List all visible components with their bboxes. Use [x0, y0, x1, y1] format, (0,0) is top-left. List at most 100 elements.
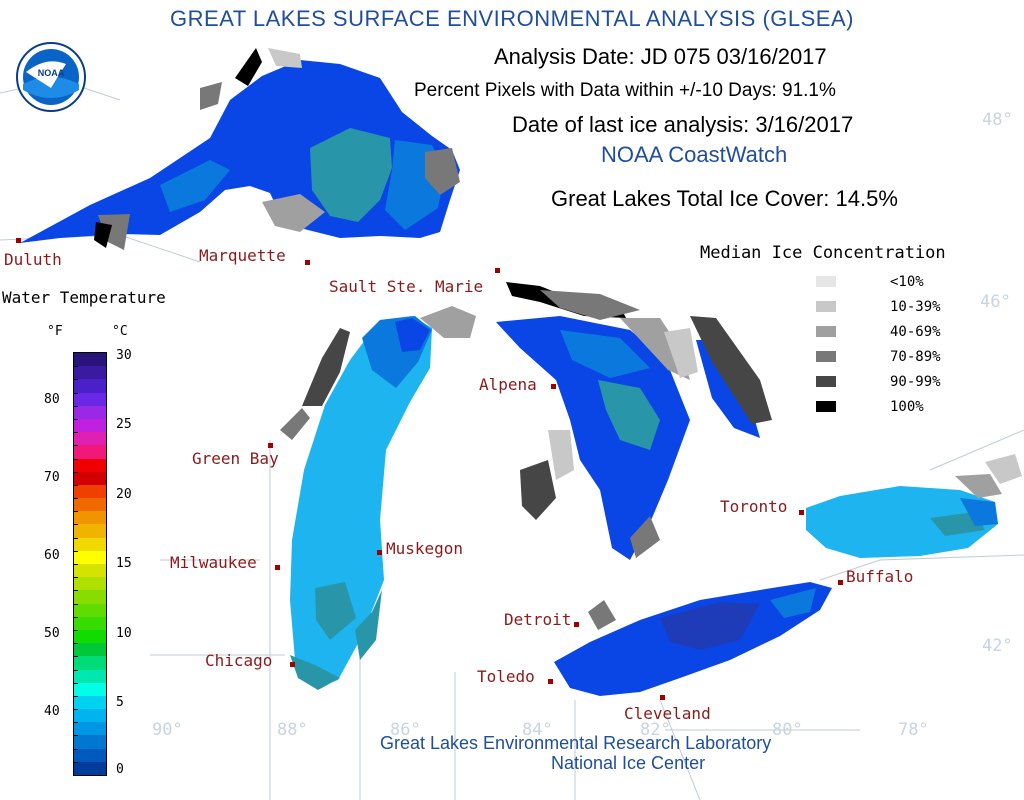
lake-superior	[20, 48, 460, 250]
colorbar-swatch	[74, 669, 106, 684]
colorbar-swatch	[74, 498, 106, 512]
f-tick: 70	[44, 470, 60, 485]
c-tick: 5	[116, 695, 124, 710]
city-label-buffalo: Buffalo	[846, 567, 914, 586]
ice-legend-swatch	[816, 351, 836, 362]
footer-nic: National Ice Center	[551, 753, 706, 773]
colorbar-tick	[74, 445, 78, 447]
colorbar-swatch	[74, 366, 106, 380]
colorbar-swatch	[74, 603, 106, 618]
city-label-chicago: Chicago	[205, 651, 273, 670]
percent-pixels: Percent Pixels with Data within +/-10 Da…	[414, 80, 836, 101]
city-label-milwaukee: Milwaukee	[170, 553, 257, 572]
lake-huron	[496, 282, 772, 560]
lon-label: 84°	[522, 720, 553, 740]
city-markers	[16, 238, 843, 700]
ice-legend-label: 70-89%	[890, 349, 941, 365]
colorbar-tick	[74, 484, 78, 486]
footer-glerl: Great Lakes Environmental Research Labor…	[380, 733, 772, 753]
colorbar-tick	[74, 629, 78, 631]
lat-label: 48°	[982, 110, 1013, 130]
colorbar-tick	[74, 511, 78, 513]
colorbar-swatch	[74, 656, 106, 670]
lake-michigan	[280, 306, 476, 690]
colorbar-tick	[74, 709, 78, 711]
ice-legend-title: Median Ice Concentration	[700, 243, 946, 263]
c-tick: 30	[116, 348, 132, 363]
ice-legend-swatch	[816, 401, 836, 412]
lon-label: 78°	[898, 720, 929, 740]
colorbar-swatch	[74, 511, 106, 525]
page-title: GREAT LAKES SURFACE ENVIRONMENTAL ANALYS…	[170, 6, 854, 31]
city-label-alpena: Alpena	[479, 375, 537, 394]
colorbar-tick	[74, 735, 78, 737]
colorbar-tick	[74, 643, 78, 645]
colorbar-tick	[74, 432, 78, 434]
colorbar-swatch	[74, 590, 106, 605]
colorbar-swatch	[74, 761, 106, 775]
colorbar-swatch	[74, 682, 106, 697]
f-tick: 40	[44, 704, 60, 719]
colorbar-swatch	[74, 643, 106, 657]
city-label-toronto: Toronto	[720, 497, 788, 516]
colorbar-swatch	[74, 577, 106, 591]
lon-label: 82°	[640, 720, 671, 740]
colorbar-tick	[74, 366, 78, 368]
colorbar-swatch	[74, 550, 106, 565]
ice-legend-label: 100%	[890, 399, 924, 415]
colorbar-tick	[74, 669, 78, 671]
colorbar-swatch	[74, 524, 106, 539]
ice-legend-swatch	[816, 276, 836, 287]
colorbar-swatch	[74, 695, 106, 710]
city-label-green-bay: Green Bay	[192, 449, 279, 468]
colorbar-swatch	[74, 709, 106, 723]
lat-label: 42°	[982, 636, 1013, 656]
colorbar-swatch	[74, 537, 106, 552]
colorbar-swatch	[74, 418, 106, 433]
colorbar-swatch	[74, 392, 106, 407]
colorbar-swatch	[74, 722, 106, 736]
city-label-toledo: Toledo	[477, 667, 535, 686]
city-label-detroit: Detroit	[504, 610, 572, 629]
colorbar-tick	[74, 498, 78, 500]
colorbar-tick	[74, 603, 78, 605]
colorbar-swatch	[74, 353, 106, 367]
lake-st-clair	[588, 600, 616, 630]
lon-label: 86°	[390, 720, 421, 740]
colorbar-tick	[74, 748, 78, 750]
colorbar-swatch	[74, 405, 106, 420]
colorbar-tick	[74, 392, 78, 394]
f-tick: 80	[44, 392, 60, 407]
ice-legend-label: 90-99%	[890, 374, 941, 390]
colorbar-swatch	[74, 616, 106, 631]
colorbar-swatch	[74, 629, 106, 644]
colorbar-tick	[74, 458, 78, 460]
colorbar-swatch	[74, 432, 106, 446]
colorbar-tick	[74, 379, 78, 381]
water-temp-colorbar	[73, 352, 107, 776]
colorbar-tick	[74, 524, 78, 526]
c-tick: 10	[116, 626, 132, 641]
colorbar-tick	[74, 682, 78, 684]
c-tick: 25	[116, 417, 132, 432]
colorbar-swatch	[74, 379, 106, 394]
lon-label: 80°	[772, 720, 803, 740]
colorbar-tick	[74, 537, 78, 539]
lon-label: 88°	[277, 720, 308, 740]
city-label-cleveland: Cleveland	[624, 704, 711, 723]
ice-legend-label: 10-39%	[890, 299, 941, 315]
colorbar-tick	[74, 577, 78, 579]
ice-legend-label: 40-69%	[890, 324, 941, 340]
ice-legend-swatch	[816, 326, 836, 337]
c-tick: 15	[116, 556, 132, 571]
colorbar-tick	[74, 590, 78, 592]
colorbar-swatch	[74, 484, 106, 499]
colorbar-tick	[74, 418, 78, 420]
city-label-muskegon: Muskegon	[386, 539, 464, 558]
coastwatch-label: NOAA CoastWatch	[601, 142, 788, 167]
ice-legend-swatch	[816, 376, 836, 387]
colorbar-tick	[74, 722, 78, 724]
colorbar-swatch	[74, 748, 106, 763]
colorbar-swatch	[74, 735, 106, 750]
colorbar-swatch	[74, 471, 106, 486]
